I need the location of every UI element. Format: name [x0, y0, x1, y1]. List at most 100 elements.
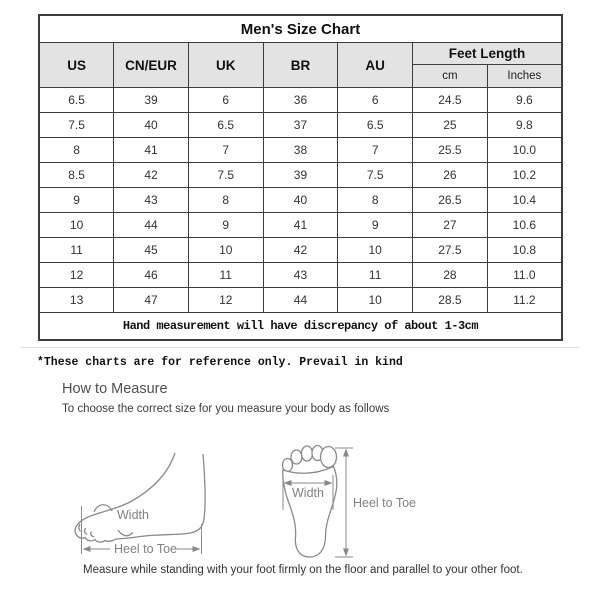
size-cell: 8	[38, 137, 115, 163]
table-header-row: US CN/EUR UK BR AU Feet Length	[38, 42, 563, 88]
size-cell: 37	[262, 112, 339, 138]
table-row: 6.5 39 6 36 6 24.5 9.6	[38, 87, 563, 113]
size-cell: 10	[38, 212, 115, 238]
size-cell: 12	[187, 287, 264, 313]
size-cell: 9	[38, 187, 115, 213]
size-cell: 9.8	[486, 112, 563, 138]
size-cell: 44	[262, 287, 339, 313]
size-cell: 6	[187, 87, 264, 113]
size-cell: 7.5	[187, 162, 264, 188]
size-cell: 39	[113, 87, 189, 113]
size-cell: 40	[113, 112, 189, 138]
size-cell: 41	[262, 212, 339, 238]
table-row: 11 45 10 42 10 27.5 10.8	[38, 237, 563, 263]
column-header-cm: cm	[412, 64, 488, 88]
table-row: 7.5 40 6.5 37 6.5 25 9.8	[38, 112, 563, 138]
size-cell: 39	[262, 162, 339, 188]
side-width-label: Width	[117, 508, 149, 522]
column-header-au: AU	[337, 42, 414, 88]
how-to-measure-heading: How to Measure	[62, 381, 168, 397]
size-cell: 43	[113, 187, 189, 213]
table-title: Men's Size Chart	[38, 14, 563, 43]
column-header-uk: UK	[187, 42, 264, 88]
section-divider	[20, 347, 580, 348]
size-chart-table: Men's Size Chart US CN/EUR UK BR AU Feet…	[38, 14, 563, 341]
size-cell: 47	[113, 287, 189, 313]
size-cell: 8.5	[38, 162, 115, 188]
size-cell: 10.8	[486, 237, 563, 263]
table-title-row: Men's Size Chart	[38, 14, 563, 43]
how-to-measure-subtitle: To choose the correct size for you measu…	[62, 403, 390, 415]
size-cell: 26	[412, 162, 488, 188]
size-cell: 9.6	[486, 87, 563, 113]
size-cell: 11	[337, 262, 414, 288]
table-row: 9 43 8 40 8 26.5 10.4	[38, 187, 563, 213]
size-cell: 45	[113, 237, 189, 263]
size-cell: 27.5	[412, 237, 488, 263]
measure-instruction-caption: Measure while standing with your foot fi…	[83, 564, 523, 576]
size-chart-body: 6.5 39 6 36 6 24.5 9.6 7.5 40 6.5 37 6.5 25 9.8 8 41 7 38…	[38, 87, 563, 313]
size-cell: 9	[337, 212, 414, 238]
size-cell: 10.0	[486, 137, 563, 163]
size-cell: 38	[262, 137, 339, 163]
size-cell: 42	[262, 237, 339, 263]
size-cell: 6	[337, 87, 414, 113]
size-cell: 6.5	[38, 87, 115, 113]
size-cell: 11.0	[486, 262, 563, 288]
table-note-row: Hand measurement will have discrepancy o…	[38, 312, 563, 341]
size-cell: 10	[337, 287, 414, 313]
size-cell: 24.5	[412, 87, 488, 113]
footprint-outline	[282, 465, 338, 558]
big-toe	[319, 445, 338, 469]
size-cell: 42	[113, 162, 189, 188]
size-cell: 10.4	[486, 187, 563, 213]
column-header-cn-eur: CN/EUR	[113, 42, 189, 88]
size-cell: 6.5	[187, 112, 264, 138]
size-cell: 11	[187, 262, 264, 288]
size-cell: 44	[113, 212, 189, 238]
size-cell: 27	[412, 212, 488, 238]
foot-top-view-diagram: Width Heel to Toe	[281, 444, 416, 558]
size-cell: 7.5	[337, 162, 414, 188]
size-cell: 9	[187, 212, 264, 238]
column-header-inches: Inches	[486, 64, 563, 88]
table-row: 10 44 9 41 9 27 10.6	[38, 212, 563, 238]
toe-3	[300, 445, 314, 462]
table-row: 8 41 7 38 7 25.5 10.0	[38, 137, 563, 163]
size-cell: 7.5	[38, 112, 115, 138]
measurement-note: Hand measurement will have discrepancy o…	[38, 312, 563, 341]
size-chart-header: Men's Size Chart US CN/EUR UK BR AU Feet…	[38, 14, 563, 88]
toe-lines	[78, 523, 95, 538]
size-cell: 7	[187, 137, 264, 163]
reference-note: *These charts are for reference only. Pr…	[37, 356, 403, 369]
size-cell: 41	[113, 137, 189, 163]
size-cell: 10	[337, 237, 414, 263]
column-header-us: US	[38, 42, 115, 88]
size-cell: 10	[187, 237, 264, 263]
top-width-label: Width	[292, 486, 324, 500]
size-cell: 12	[38, 262, 115, 288]
size-cell: 11.2	[486, 287, 563, 313]
size-cell: 10.2	[486, 162, 563, 188]
size-cell: 25.5	[412, 137, 488, 163]
ball-arc-line	[117, 529, 134, 537]
size-cell: 8	[187, 187, 264, 213]
column-header-br: BR	[262, 42, 339, 88]
size-cell: 13	[38, 287, 115, 313]
toe-4	[290, 449, 303, 465]
size-cell: 28	[412, 262, 488, 288]
size-cell: 6.5	[337, 112, 414, 138]
size-cell: 11	[38, 237, 115, 263]
size-cell: 25	[412, 112, 488, 138]
size-cell: 28.5	[412, 287, 488, 313]
size-cell: 7	[337, 137, 414, 163]
size-cell: 26.5	[412, 187, 488, 213]
table-row: 12 46 11 43 11 28 11.0	[38, 262, 563, 288]
size-chart-footer: Hand measurement will have discrepancy o…	[38, 312, 563, 341]
foot-side-view-diagram: Width Heel to Toe	[74, 452, 206, 556]
size-cell: 36	[262, 87, 339, 113]
size-cell: 40	[262, 187, 339, 213]
table-row: 13 47 12 44 10 28.5 11.2	[38, 287, 563, 313]
foot-side-outline	[74, 452, 206, 543]
size-cell: 46	[113, 262, 189, 288]
